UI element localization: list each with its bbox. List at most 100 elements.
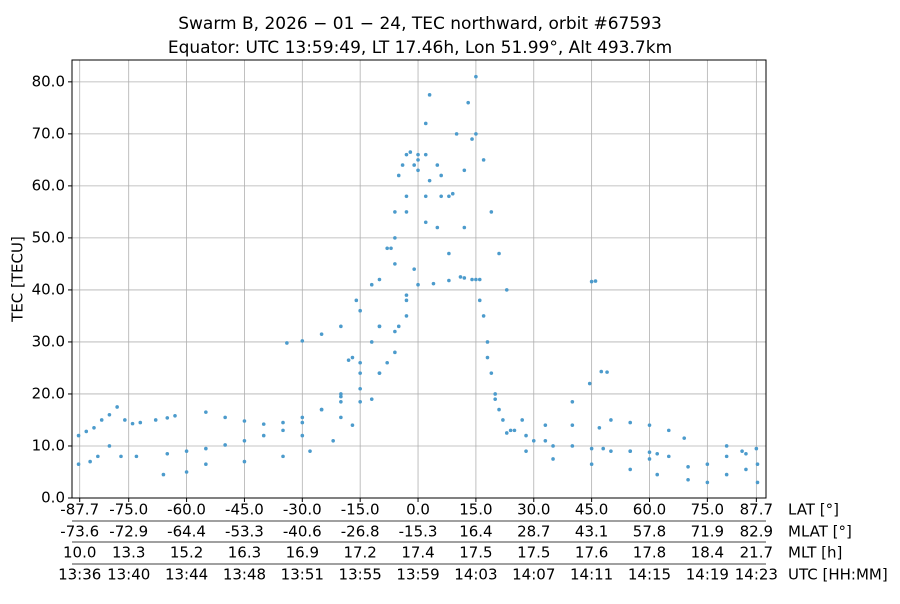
secondary-axis-label: MLT [h] [788, 544, 842, 562]
data-point [242, 419, 247, 423]
secondary-tick-label: 16.4 [459, 523, 492, 541]
secondary-tick-label: 16.9 [286, 544, 319, 562]
y-tick-label: 20.0 [32, 384, 65, 402]
data-point [412, 267, 416, 271]
data-point [609, 418, 613, 422]
data-point [686, 464, 690, 469]
data-point [123, 418, 127, 422]
secondary-tick-label: 21.7 [740, 544, 773, 562]
secondary-tick-label: -72.9 [109, 523, 148, 541]
data-point [587, 381, 592, 386]
data-point [161, 472, 166, 477]
x-tick-label: -15.0 [341, 501, 380, 519]
data-point [377, 324, 382, 329]
secondary-tick-label: -15.3 [399, 523, 438, 541]
data-point [76, 433, 81, 438]
secondary-tick-label: 13:40 [107, 566, 150, 584]
data-point [531, 438, 536, 443]
secondary-tick-label: 17.2 [343, 544, 376, 562]
data-point [261, 422, 266, 426]
data-point [589, 462, 594, 466]
data-point [204, 410, 208, 414]
data-point [96, 454, 100, 459]
data-point [358, 371, 362, 375]
data-point [339, 324, 343, 329]
data-point [416, 282, 420, 287]
y-tick-label: 30.0 [32, 332, 65, 350]
data-point [223, 415, 227, 420]
data-point [393, 236, 397, 240]
data-point [404, 298, 409, 303]
data-point [508, 428, 513, 433]
data-point [153, 418, 158, 422]
secondary-tick-label: 43.1 [575, 523, 608, 541]
data-point [119, 454, 123, 459]
data-point [107, 444, 112, 448]
data-point [319, 407, 324, 412]
secondary-tick-label: -53.3 [225, 523, 264, 541]
data-point [261, 433, 266, 438]
data-point [350, 355, 355, 360]
data-point [423, 220, 428, 225]
chart-subtitle: Equator: UTC 13:59:49, LT 17.46h, Lon 51… [168, 38, 672, 58]
x-tick-label: 15.0 [459, 501, 492, 519]
x-tick-label: -87.7 [60, 501, 99, 519]
data-point [501, 418, 505, 422]
data-point [416, 168, 420, 173]
data-point [369, 282, 374, 287]
secondary-tick-label: 13:55 [339, 566, 382, 584]
data-point [396, 324, 401, 329]
data-point [115, 405, 119, 409]
data-point [385, 246, 389, 251]
data-point [493, 397, 497, 401]
data-point [682, 436, 687, 440]
secondary-tick-label: 17.4 [401, 544, 434, 562]
secondary-tick-label: -40.6 [283, 523, 322, 541]
y-tick-label: 0.0 [41, 489, 65, 507]
data-point [504, 288, 509, 292]
data-point [88, 459, 92, 464]
data-point [300, 420, 305, 425]
data-point [358, 399, 362, 404]
data-point [489, 210, 494, 214]
secondary-tick-label: 13:36 [58, 566, 101, 584]
data-point [447, 194, 451, 199]
data-point [385, 360, 389, 365]
data-point [393, 329, 397, 334]
data-point [435, 225, 440, 230]
data-point [285, 341, 289, 345]
x-tick-label: 60.0 [633, 501, 666, 519]
data-point [597, 425, 602, 430]
data-point [609, 449, 613, 453]
data-point [223, 443, 227, 447]
secondary-tick-label: 13:48 [223, 566, 266, 584]
data-point [130, 421, 135, 426]
data-point [423, 152, 428, 157]
data-point [358, 386, 362, 391]
data-point [570, 399, 575, 404]
data-point [497, 407, 501, 412]
x-axis-label: LAT [°] [788, 501, 839, 519]
data-point [447, 251, 451, 256]
data-point [107, 412, 112, 417]
data-point [666, 454, 671, 459]
data-point [184, 449, 189, 453]
data-point [400, 163, 405, 167]
data-point [339, 394, 343, 399]
data-point [331, 438, 335, 443]
data-point [470, 137, 474, 141]
data-point [84, 429, 89, 434]
data-point [493, 392, 497, 396]
data-point [755, 462, 760, 466]
data-point [551, 457, 555, 461]
data-point [339, 399, 343, 404]
data-point [593, 279, 598, 283]
x-tick-label: -30.0 [283, 501, 322, 519]
y-tick-label: 40.0 [32, 280, 65, 298]
data-point [427, 93, 432, 97]
secondary-tick-label: 16.3 [228, 544, 261, 562]
data-point [427, 178, 432, 183]
data-point [628, 467, 633, 472]
data-point [628, 449, 633, 453]
